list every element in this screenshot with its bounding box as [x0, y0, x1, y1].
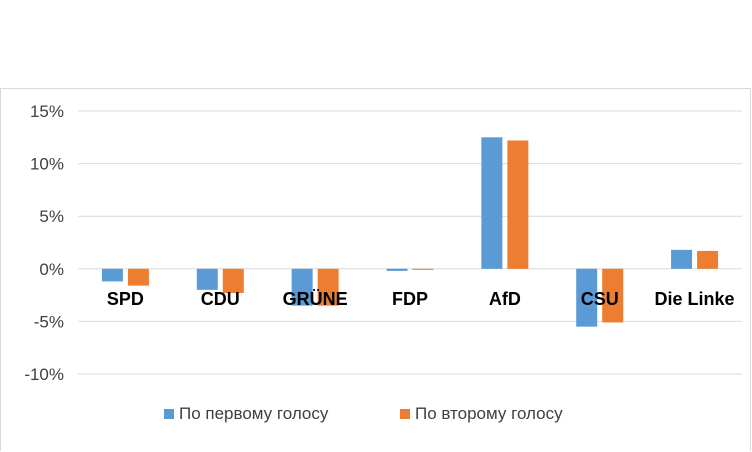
category-label: CDU — [201, 289, 240, 309]
chart-frame — [0, 88, 751, 451]
bar — [196, 268, 218, 290]
legend-label: По первому голосу — [179, 404, 329, 423]
y-tick-label: 10% — [30, 155, 64, 174]
y-tick-label: 5% — [39, 207, 64, 226]
bar — [697, 250, 719, 269]
bar — [127, 268, 149, 286]
bar — [507, 140, 529, 269]
bar — [222, 268, 244, 293]
category-label: FDP — [392, 289, 428, 309]
y-tick-label: -5% — [34, 312, 64, 331]
bar — [481, 137, 503, 269]
category-label: CSU — [581, 289, 619, 309]
bar — [671, 249, 693, 269]
category-label: Die Linke — [655, 289, 735, 309]
legend-label: По второму голосу — [415, 404, 563, 423]
category-label: GRÜNE — [283, 289, 348, 309]
legend-swatch — [164, 409, 174, 419]
bar — [101, 268, 123, 282]
category-label: AfD — [489, 289, 521, 309]
bar — [317, 268, 339, 306]
y-tick-label: 0% — [39, 260, 64, 279]
bar — [576, 268, 598, 327]
bar — [602, 268, 624, 323]
bar — [291, 268, 313, 306]
bar — [386, 268, 408, 271]
y-tick-label: -10% — [24, 365, 64, 384]
bar — [412, 268, 434, 270]
category-label: SPD — [107, 289, 144, 309]
legend-swatch — [400, 409, 410, 419]
y-tick-label: 15% — [30, 102, 64, 121]
